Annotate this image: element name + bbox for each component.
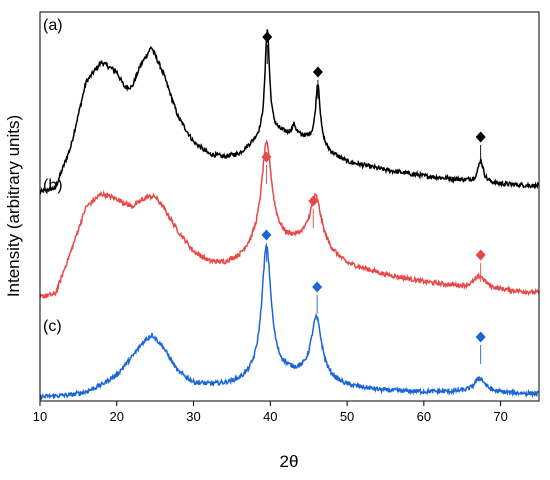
- x-tick-label: 40: [263, 409, 277, 424]
- trace-b: [39, 139, 540, 300]
- peak-marker-diamond: [312, 66, 323, 78]
- diffraction-traces: [39, 29, 540, 401]
- x-tick-label: 70: [493, 409, 507, 424]
- peak-marker-diamond: [261, 151, 272, 163]
- plot-frame: [39, 11, 540, 402]
- x-axis: 10 20 30 40 50 60 70: [33, 401, 508, 424]
- x-tick-label: 20: [110, 409, 124, 424]
- x-tick-label: 30: [186, 409, 200, 424]
- peak-marker-diamond: [308, 195, 319, 207]
- peak-marker-diamond: [475, 331, 486, 343]
- peak-marker-diamond: [475, 131, 486, 143]
- x-tick-label: 50: [340, 409, 354, 424]
- x-axis-title: 2θ: [280, 452, 299, 471]
- peak-marker-diamond: [312, 281, 323, 293]
- y-axis-title: Intensity (arbitrary units): [4, 115, 23, 297]
- peak-markers: [261, 31, 486, 364]
- trace-c: [39, 244, 540, 401]
- panel-label-c: (c): [43, 318, 62, 335]
- peak-marker-diamond: [262, 31, 273, 43]
- panel-label-a: (a): [43, 17, 63, 34]
- x-tick-label: 10: [33, 409, 47, 424]
- trace-a: [39, 29, 540, 195]
- x-tick-label: 60: [417, 409, 431, 424]
- peak-marker-diamond: [475, 249, 486, 261]
- peak-marker-diamond: [261, 229, 272, 241]
- panel-label-b: (b): [43, 177, 63, 194]
